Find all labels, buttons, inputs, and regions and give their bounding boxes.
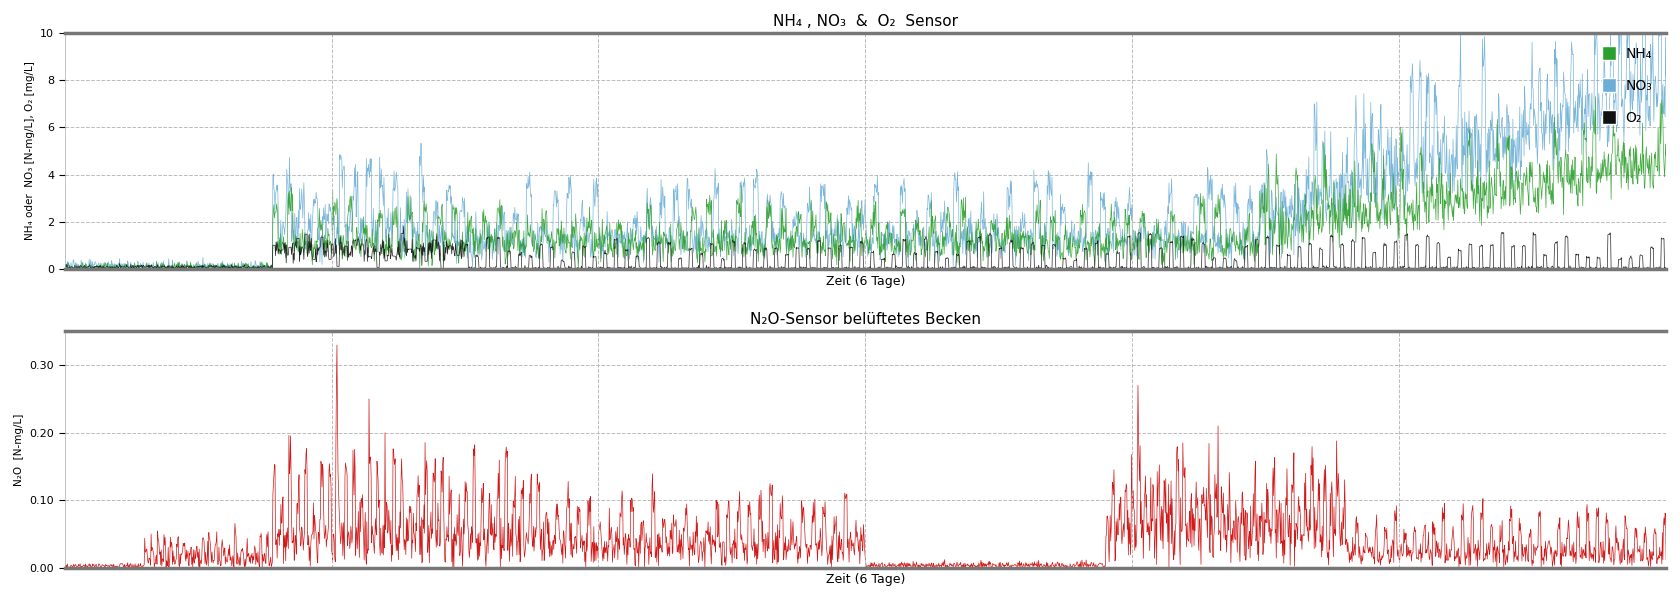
X-axis label: Zeit (6 Tage): Zeit (6 Tage) — [825, 275, 906, 287]
Title: NH₄ , NO₃  &  O₂  Sensor: NH₄ , NO₃ & O₂ Sensor — [773, 14, 958, 29]
X-axis label: Zeit (6 Tage): Zeit (6 Tage) — [825, 573, 906, 586]
Legend: NH₄, NO₃, O₂: NH₄, NO₃, O₂ — [1594, 40, 1660, 132]
Y-axis label: N₂O  [N-mg/L]: N₂O [N-mg/L] — [13, 413, 24, 485]
Y-axis label: NH₄ oder  NO₃ [N-mg/L], O₂ [mg/L]: NH₄ oder NO₃ [N-mg/L], O₂ [mg/L] — [25, 61, 35, 241]
Title: N₂O-Sensor belüftetes Becken: N₂O-Sensor belüftetes Becken — [749, 313, 981, 328]
